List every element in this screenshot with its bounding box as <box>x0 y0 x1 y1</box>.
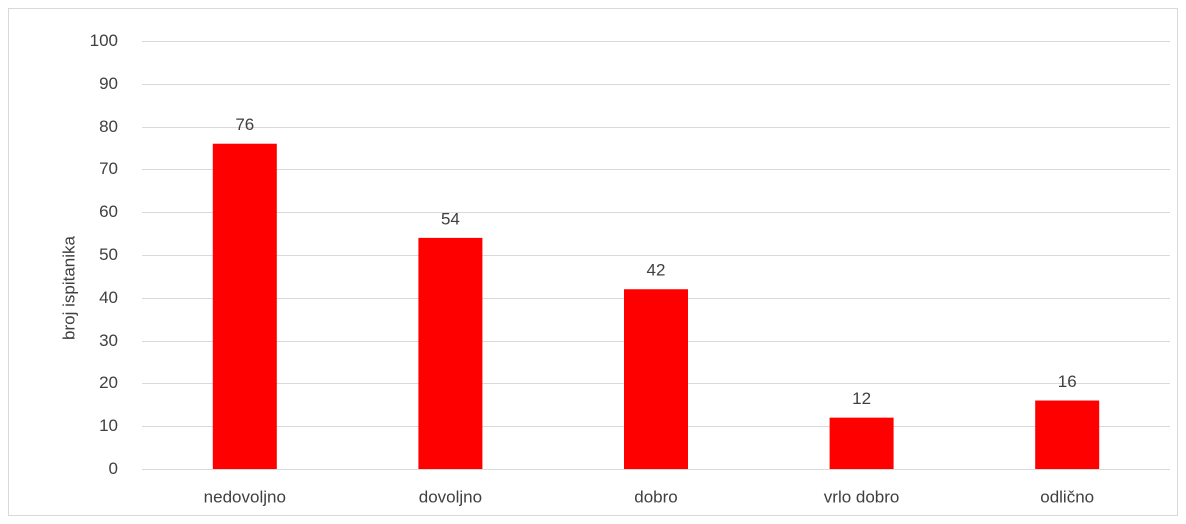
data-label: 42 <box>647 261 666 280</box>
bar <box>212 143 277 469</box>
y-tick-label: 50 <box>99 245 118 264</box>
y-axis-tick-labels: 0 10 20 30 40 50 60 70 80 90 100 <box>90 31 118 478</box>
y-tick-label: 10 <box>99 416 118 435</box>
y-tick-label: 20 <box>99 373 118 392</box>
y-tick-label: 80 <box>99 117 118 136</box>
x-category-label: dobro <box>634 487 677 506</box>
bars <box>212 143 1100 469</box>
y-tick-label: 90 <box>99 74 118 93</box>
x-category-label: dovoljno <box>419 487 482 506</box>
gridlines <box>142 41 1170 470</box>
data-label: 16 <box>1058 372 1077 391</box>
data-label: 12 <box>852 389 871 408</box>
y-tick-label: 0 <box>109 459 118 478</box>
bar <box>1035 400 1100 469</box>
data-label: 76 <box>235 115 254 134</box>
data-labels: 76 54 42 12 16 <box>235 115 1076 408</box>
y-tick-label: 60 <box>99 202 118 221</box>
x-category-label: vrlo dobro <box>824 487 900 506</box>
y-tick-label: 40 <box>99 288 118 307</box>
chart-frame <box>8 8 1178 516</box>
x-category-label: odlično <box>1040 487 1094 506</box>
bar <box>418 237 483 469</box>
x-category-label: nedovoljno <box>204 487 286 506</box>
y-tick-label: 100 <box>90 31 118 50</box>
y-tick-label: 30 <box>99 331 118 350</box>
x-axis-category-labels: nedovoljno dovoljno dobro vrlo dobro odlično <box>204 487 1094 506</box>
y-tick-label: 70 <box>99 159 118 178</box>
bar <box>624 289 688 469</box>
bar <box>829 417 894 469</box>
data-label: 54 <box>441 209 460 228</box>
y-axis-title: broj ispitanika <box>59 235 78 339</box>
